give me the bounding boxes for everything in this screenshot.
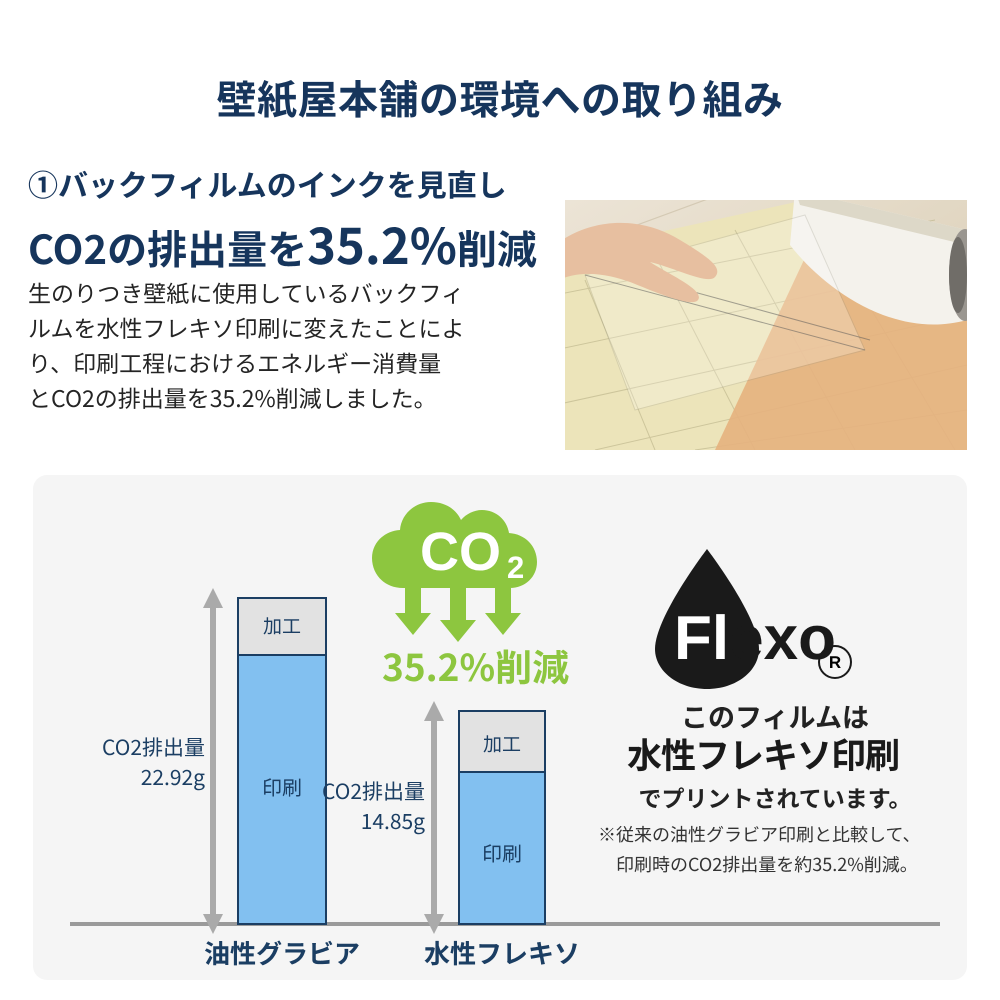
svg-text:CO: CO [420,522,501,582]
svg-text:2: 2 [507,550,524,585]
